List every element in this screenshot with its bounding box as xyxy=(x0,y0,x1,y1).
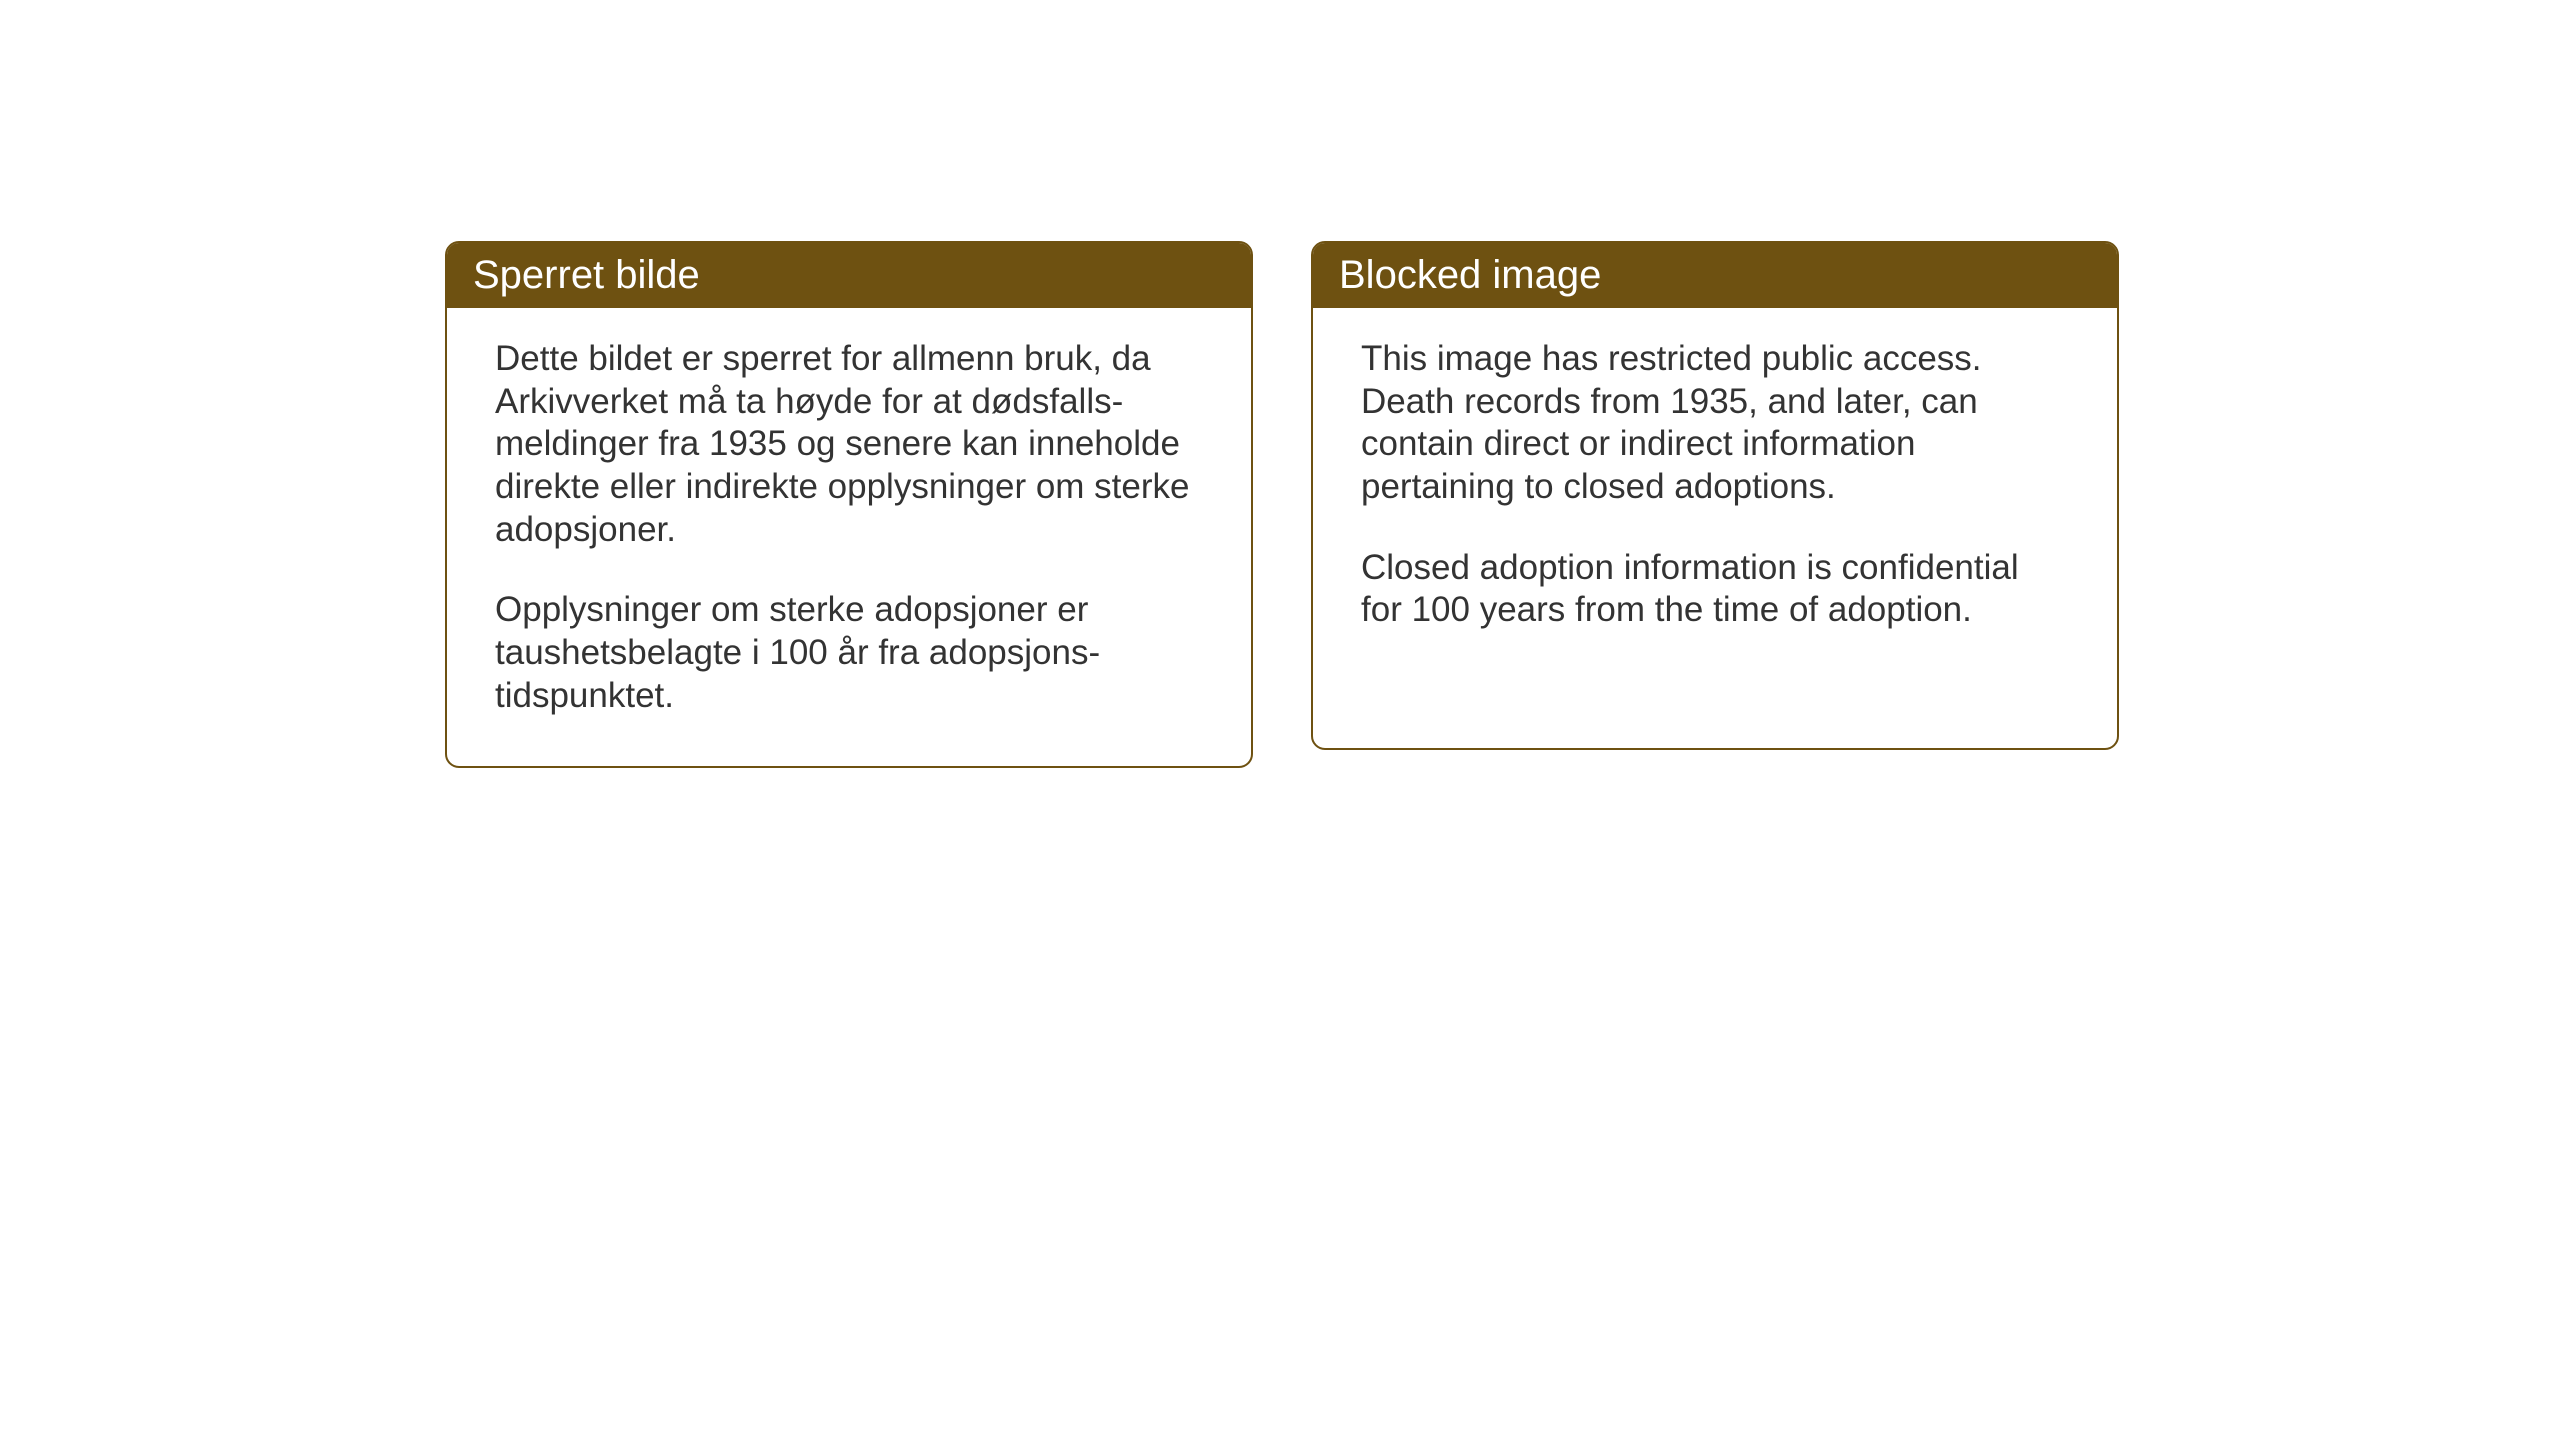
card-paragraph-1-norwegian: Dette bildet er sperret for allmenn bruk… xyxy=(495,338,1203,551)
card-english: Blocked image This image has restricted … xyxy=(1311,241,2119,750)
cards-container: Sperret bilde Dette bildet er sperret fo… xyxy=(445,241,2119,768)
card-paragraph-2-english: Closed adoption information is confident… xyxy=(1361,547,2069,632)
card-paragraph-1-english: This image has restricted public access.… xyxy=(1361,338,2069,509)
card-paragraph-2-norwegian: Opplysninger om sterke adopsjoner er tau… xyxy=(495,589,1203,717)
card-body-norwegian: Dette bildet er sperret for allmenn bruk… xyxy=(447,308,1251,766)
card-header-english: Blocked image xyxy=(1313,243,2117,308)
card-header-norwegian: Sperret bilde xyxy=(447,243,1251,308)
card-title-norwegian: Sperret bilde xyxy=(473,253,700,297)
card-norwegian: Sperret bilde Dette bildet er sperret fo… xyxy=(445,241,1253,768)
card-title-english: Blocked image xyxy=(1339,253,1601,297)
card-body-english: This image has restricted public access.… xyxy=(1313,308,2117,680)
